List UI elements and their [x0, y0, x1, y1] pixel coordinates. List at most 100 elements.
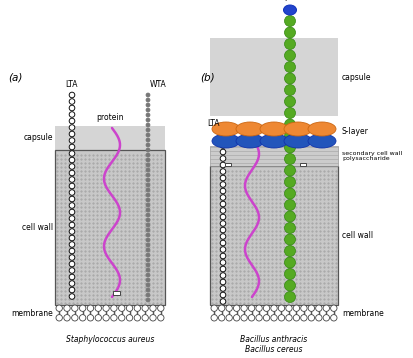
Circle shape: [142, 315, 148, 321]
Circle shape: [146, 283, 150, 287]
Circle shape: [220, 221, 225, 226]
Circle shape: [278, 315, 284, 321]
Bar: [209, 146, 337, 166]
Circle shape: [69, 255, 75, 260]
Bar: [55, 126, 165, 150]
Circle shape: [69, 138, 75, 143]
Circle shape: [284, 62, 295, 73]
Ellipse shape: [283, 122, 311, 136]
Circle shape: [284, 131, 295, 141]
Text: cell wall: cell wall: [22, 223, 53, 232]
Text: Bacillus anthracis: Bacillus anthracis: [240, 335, 307, 344]
Circle shape: [146, 143, 150, 147]
Circle shape: [146, 253, 150, 257]
Circle shape: [220, 182, 225, 187]
Ellipse shape: [283, 5, 296, 15]
Circle shape: [146, 118, 150, 122]
Circle shape: [278, 305, 284, 311]
Ellipse shape: [211, 134, 240, 148]
Circle shape: [220, 240, 225, 246]
Ellipse shape: [211, 122, 240, 136]
Circle shape: [95, 315, 101, 321]
Circle shape: [255, 315, 261, 321]
Circle shape: [150, 315, 156, 321]
Circle shape: [255, 305, 261, 311]
Text: (b): (b): [199, 73, 214, 83]
Circle shape: [150, 305, 156, 311]
Ellipse shape: [235, 134, 263, 148]
Circle shape: [284, 154, 295, 164]
Circle shape: [69, 170, 75, 176]
Circle shape: [233, 315, 239, 321]
Circle shape: [284, 176, 295, 188]
Text: Staphylococcus aureus: Staphylococcus aureus: [66, 335, 154, 344]
Circle shape: [284, 223, 295, 233]
Circle shape: [146, 193, 150, 197]
Circle shape: [220, 188, 225, 194]
Circle shape: [220, 253, 225, 259]
Circle shape: [146, 148, 150, 152]
Circle shape: [220, 214, 225, 220]
Circle shape: [220, 260, 225, 265]
Circle shape: [220, 208, 225, 213]
Text: Bacillus cereus: Bacillus cereus: [244, 344, 302, 353]
Circle shape: [110, 315, 117, 321]
Circle shape: [69, 287, 75, 293]
Circle shape: [233, 305, 239, 311]
Circle shape: [220, 234, 225, 239]
Circle shape: [146, 268, 150, 272]
Circle shape: [69, 157, 75, 163]
Circle shape: [79, 315, 85, 321]
Circle shape: [69, 274, 75, 280]
Circle shape: [146, 278, 150, 282]
Circle shape: [146, 128, 150, 132]
Circle shape: [69, 248, 75, 254]
Circle shape: [146, 93, 150, 97]
Circle shape: [71, 315, 78, 321]
Circle shape: [118, 305, 125, 311]
Circle shape: [146, 208, 150, 212]
Circle shape: [146, 243, 150, 247]
Circle shape: [248, 305, 254, 311]
Circle shape: [307, 305, 314, 311]
Circle shape: [146, 133, 150, 137]
Circle shape: [146, 228, 150, 232]
Circle shape: [292, 315, 299, 321]
Circle shape: [284, 50, 295, 61]
Text: cell wall: cell wall: [341, 231, 372, 240]
Circle shape: [146, 188, 150, 192]
Circle shape: [284, 27, 295, 38]
Circle shape: [79, 305, 85, 311]
Circle shape: [220, 123, 225, 129]
Circle shape: [146, 213, 150, 217]
Circle shape: [263, 315, 269, 321]
Circle shape: [285, 315, 292, 321]
Bar: [55, 150, 165, 305]
Circle shape: [220, 169, 225, 174]
Circle shape: [69, 261, 75, 267]
Circle shape: [146, 238, 150, 242]
Circle shape: [146, 158, 150, 162]
Text: membrane: membrane: [11, 309, 53, 318]
Ellipse shape: [283, 134, 311, 148]
Circle shape: [284, 268, 295, 280]
Circle shape: [220, 143, 225, 148]
Ellipse shape: [259, 134, 287, 148]
Circle shape: [69, 196, 75, 202]
Circle shape: [69, 164, 75, 169]
Circle shape: [211, 305, 217, 311]
Circle shape: [103, 315, 109, 321]
Circle shape: [220, 286, 225, 291]
Circle shape: [69, 242, 75, 247]
Circle shape: [330, 305, 336, 311]
Circle shape: [300, 315, 306, 321]
Circle shape: [146, 138, 150, 142]
Circle shape: [64, 305, 70, 311]
Circle shape: [220, 156, 225, 161]
Circle shape: [69, 203, 75, 208]
Circle shape: [218, 305, 224, 311]
Circle shape: [220, 162, 225, 168]
Circle shape: [220, 149, 225, 155]
Circle shape: [146, 113, 150, 117]
Ellipse shape: [307, 134, 335, 148]
